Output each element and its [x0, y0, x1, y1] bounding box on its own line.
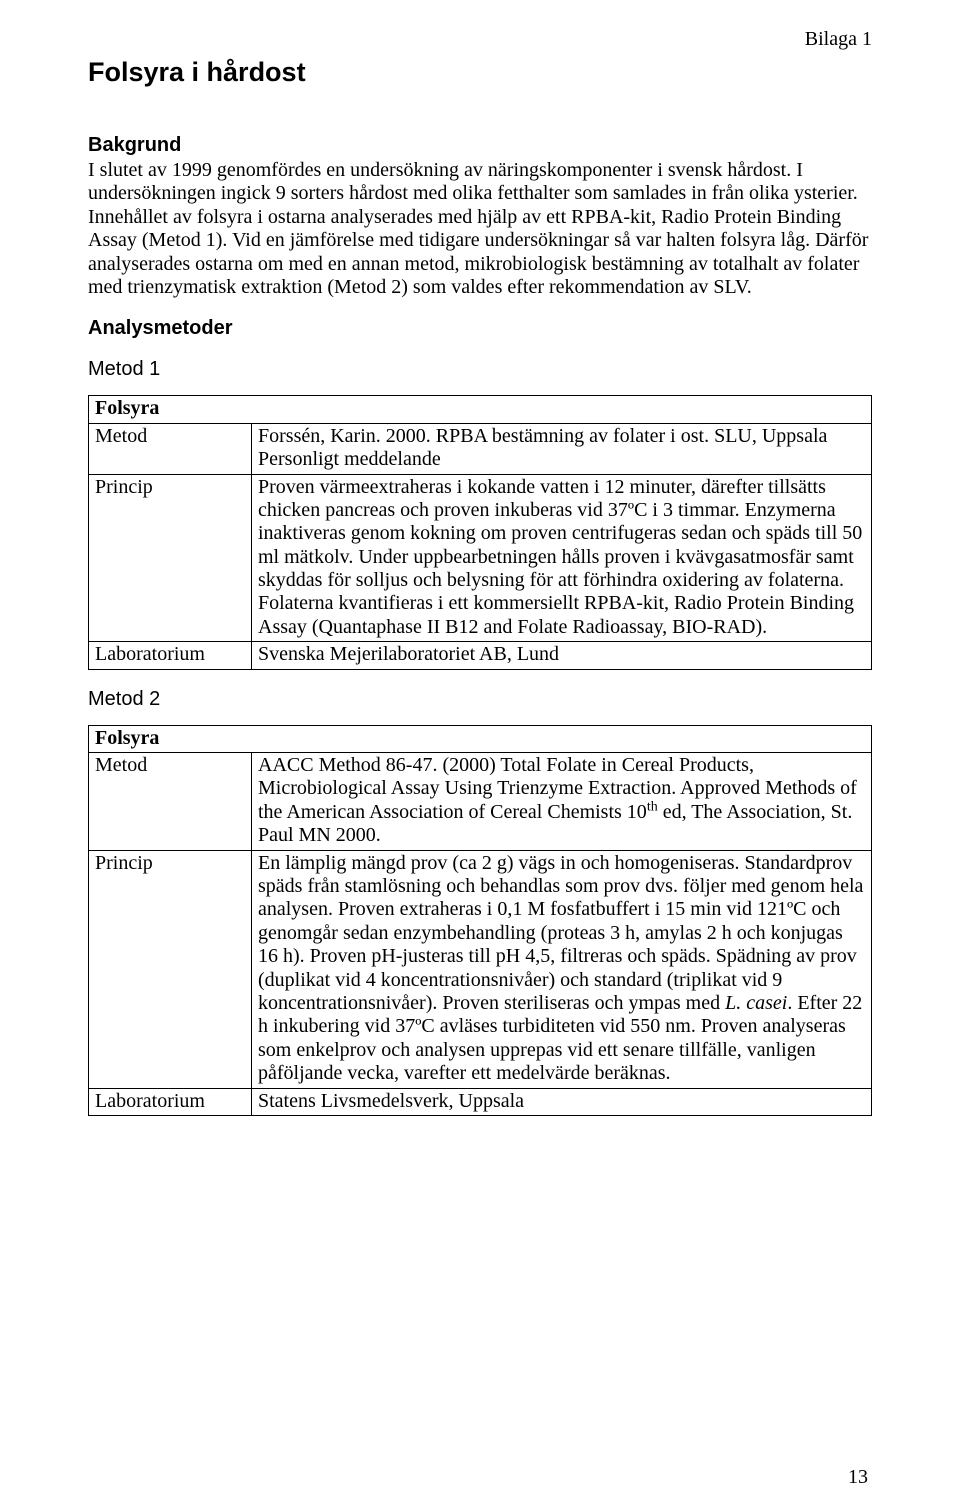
page-container: Bilaga 1 Folsyra i hårdost Bakgrund I sl…	[0, 0, 960, 1511]
annex-label: Bilaga 1	[88, 28, 872, 51]
table-row: Princip En lämplig mängd prov (ca 2 g) v…	[89, 850, 872, 1088]
method2-princip-italic: L. casei	[725, 992, 787, 1014]
method1-lab-value: Svenska Mejerilaboratoriet AB, Lund	[252, 642, 872, 669]
method2-table: Folsyra Metod AACC Method 86-47. (2000) …	[88, 725, 872, 1116]
background-heading: Bakgrund	[88, 134, 872, 157]
table-row: Metod Forssén, Karin. 2000. RPBA bestämn…	[89, 423, 872, 474]
method2-header: Folsyra	[89, 725, 872, 752]
method2-metod-label: Metod	[89, 753, 252, 851]
method1-table: Folsyra Metod Forssén, Karin. 2000. RPBA…	[88, 395, 872, 669]
table-row: Laboratorium Statens Livsmedelsverk, Upp…	[89, 1088, 872, 1115]
method2-princip-value: En lämplig mängd prov (ca 2 g) vägs in o…	[252, 850, 872, 1088]
method1-metod-label: Metod	[89, 423, 252, 474]
methods-heading: Analysmetoder	[88, 317, 872, 340]
document-title: Folsyra i hårdost	[88, 57, 872, 88]
method2-lab-label: Laboratorium	[89, 1088, 252, 1115]
method2-metod-value: AACC Method 86-47. (2000) Total Folate i…	[252, 753, 872, 851]
method2-metod-sup: th	[647, 799, 658, 814]
method2-princip-pre: En lämplig mängd prov (ca 2 g) vägs in o…	[258, 852, 863, 1014]
method1-metod-value: Forssén, Karin. 2000. RPBA bestämning av…	[252, 423, 872, 474]
method2-princip-label: Princip	[89, 850, 252, 1088]
method2-label: Metod 2	[88, 688, 872, 711]
page-number: 13	[848, 1466, 868, 1489]
method1-label: Metod 1	[88, 358, 872, 381]
table-row: Metod AACC Method 86-47. (2000) Total Fo…	[89, 753, 872, 851]
method1-princip-label: Princip	[89, 474, 252, 642]
background-text: I slutet av 1999 genomfördes en undersök…	[88, 159, 872, 299]
method1-header: Folsyra	[89, 396, 872, 423]
table-row: Princip Proven värmeextraheras i kokande…	[89, 474, 872, 642]
table-row: Laboratorium Svenska Mejerilaboratoriet …	[89, 642, 872, 669]
method2-lab-value: Statens Livsmedelsverk, Uppsala	[252, 1088, 872, 1115]
method1-princip-value: Proven värmeextraheras i kokande vatten …	[252, 474, 872, 642]
method1-lab-label: Laboratorium	[89, 642, 252, 669]
